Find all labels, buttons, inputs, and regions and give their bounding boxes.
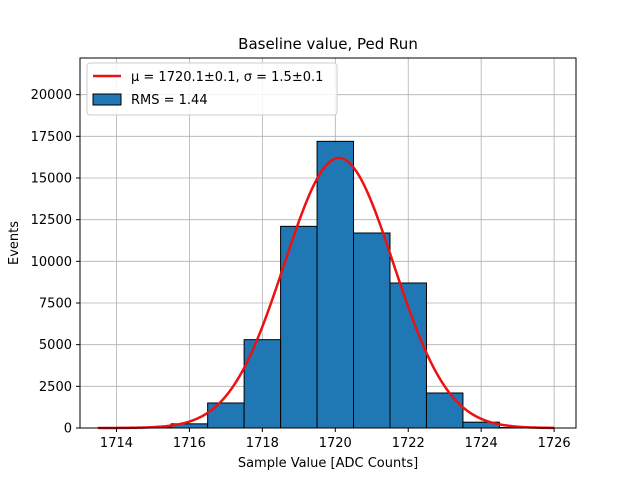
legend-box — [86, 62, 338, 116]
y-tick-label: 12500 — [31, 213, 72, 228]
x-axis-label: Sample Value [ADC Counts] — [238, 456, 418, 471]
x-axis-ticks: 1714 1716 1718 1720 1722 1724 1726 — [100, 428, 571, 451]
x-tick-label: 1722 — [392, 436, 425, 451]
y-tick-label: 20000 — [31, 88, 72, 103]
x-tick-label: 1726 — [538, 436, 571, 451]
y-axis-ticks: 0 2500 5000 7500 10000 12500 15000 17500 20000 — [31, 88, 80, 437]
plot-frame — [79, 57, 577, 429]
x-tick-label: 1720 — [319, 436, 352, 451]
histogram-bar — [425, 392, 464, 429]
chart-title: Baseline value, Ped Run — [238, 35, 418, 53]
legend-hist-label: RMS = 1.44 — [131, 93, 208, 108]
y-axis-label: Events — [7, 221, 22, 265]
x-tick-label: 1714 — [100, 436, 133, 451]
y-tick-label: 15000 — [31, 172, 72, 187]
y-tick-label: 10000 — [31, 255, 72, 270]
histogram-bars — [97, 140, 537, 429]
legend: μ = 1720.1±0.1, σ = 1.5±0.1 RMS = 1.44 — [86, 62, 338, 116]
y-tick-label: 5000 — [39, 338, 72, 353]
histogram-bar — [207, 402, 245, 429]
fit-curve — [98, 156, 555, 430]
y-tick-label: 0 — [64, 422, 72, 437]
y-tick-label: 17500 — [31, 130, 72, 145]
legend-hist-swatch — [92, 93, 122, 106]
y-tick-label: 2500 — [39, 380, 72, 395]
histogram-bar — [243, 339, 282, 429]
fit-curve-group — [98, 156, 555, 430]
legend-fit-label: μ = 1720.1±0.1, σ = 1.5±0.1 — [131, 70, 323, 85]
x-tick-label: 1724 — [465, 436, 498, 451]
histogram-bar — [353, 232, 391, 429]
y-tick-label: 7500 — [39, 297, 72, 312]
histogram-bar — [316, 140, 355, 429]
x-tick-label: 1718 — [246, 436, 279, 451]
x-tick-label: 1716 — [173, 436, 206, 451]
